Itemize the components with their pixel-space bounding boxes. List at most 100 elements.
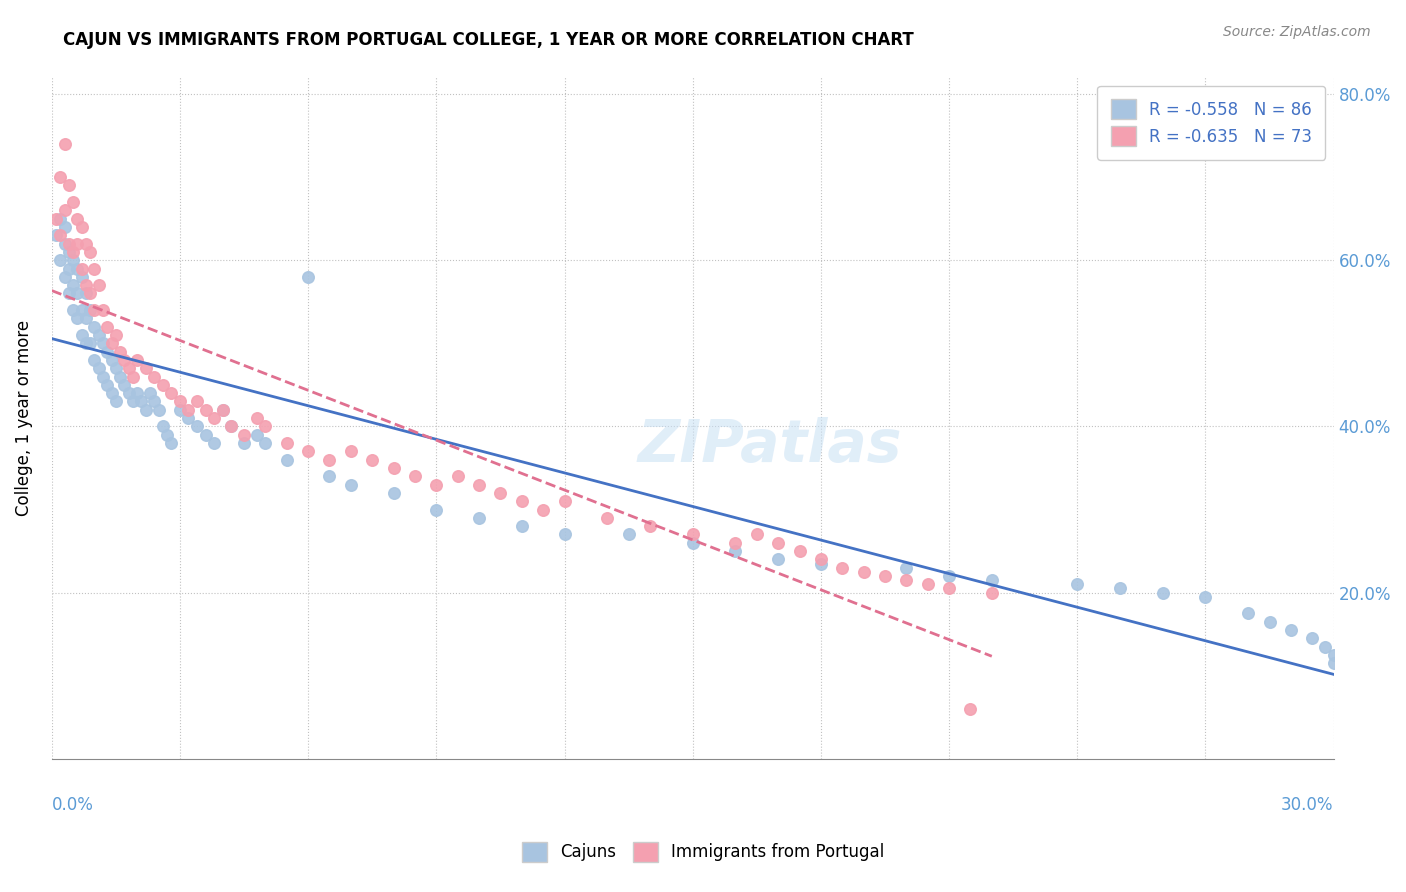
- Point: [122, 394, 145, 409]
- Point: [1152, 585, 1174, 599]
- Point: [53, 203, 76, 218]
- Point: [75, 286, 97, 301]
- Point: [766, 535, 789, 549]
- Point: [276, 436, 298, 450]
- Point: [447, 469, 470, 483]
- Point: [96, 319, 118, 334]
- Point: [83, 353, 105, 368]
- Point: [75, 336, 97, 351]
- Point: [959, 702, 981, 716]
- Point: [425, 502, 447, 516]
- Point: [1258, 615, 1281, 629]
- Point: [553, 527, 575, 541]
- Point: [202, 436, 225, 450]
- Point: [62, 303, 84, 318]
- Point: [66, 236, 89, 251]
- Point: [62, 278, 84, 293]
- Point: [254, 419, 277, 434]
- Point: [156, 427, 179, 442]
- Point: [62, 253, 84, 268]
- Point: [91, 303, 114, 318]
- Point: [425, 477, 447, 491]
- Point: [361, 452, 384, 467]
- Point: [724, 535, 747, 549]
- Point: [810, 552, 832, 566]
- Point: [617, 527, 640, 541]
- Point: [382, 486, 405, 500]
- Point: [177, 402, 200, 417]
- Point: [766, 552, 789, 566]
- Point: [211, 402, 233, 417]
- Point: [938, 569, 960, 583]
- Point: [246, 411, 269, 425]
- Point: [53, 219, 76, 234]
- Point: [104, 361, 127, 376]
- Point: [510, 519, 533, 533]
- Y-axis label: College, 1 year or more: College, 1 year or more: [15, 320, 32, 516]
- Point: [122, 369, 145, 384]
- Point: [75, 236, 97, 251]
- Point: [297, 444, 319, 458]
- Point: [596, 511, 619, 525]
- Point: [104, 394, 127, 409]
- Point: [152, 419, 174, 434]
- Point: [219, 419, 242, 434]
- Point: [135, 402, 157, 417]
- Point: [70, 219, 93, 234]
- Point: [896, 560, 918, 574]
- Point: [254, 436, 277, 450]
- Point: [1301, 632, 1323, 646]
- Point: [938, 582, 960, 596]
- Point: [276, 452, 298, 467]
- Point: [1066, 577, 1088, 591]
- Point: [194, 427, 217, 442]
- Point: [49, 170, 72, 185]
- Point: [169, 394, 191, 409]
- Point: [75, 278, 97, 293]
- Point: [980, 585, 1002, 599]
- Text: 0.0%: 0.0%: [52, 797, 94, 814]
- Point: [62, 244, 84, 259]
- Point: [70, 328, 93, 343]
- Point: [1237, 607, 1260, 621]
- Point: [143, 369, 166, 384]
- Point: [1109, 582, 1132, 596]
- Point: [131, 394, 153, 409]
- Point: [1323, 648, 1346, 662]
- Point: [489, 486, 512, 500]
- Point: [219, 419, 242, 434]
- Point: [152, 377, 174, 392]
- Point: [49, 211, 72, 226]
- Point: [112, 377, 135, 392]
- Point: [62, 195, 84, 210]
- Point: [233, 436, 256, 450]
- Point: [108, 344, 131, 359]
- Point: [53, 269, 76, 284]
- Point: [873, 569, 896, 583]
- Point: [118, 361, 141, 376]
- Point: [852, 565, 875, 579]
- Point: [66, 211, 89, 226]
- Point: [49, 228, 72, 243]
- Point: [83, 303, 105, 318]
- Point: [1194, 590, 1216, 604]
- Point: [724, 544, 747, 558]
- Point: [810, 557, 832, 571]
- Point: [79, 244, 101, 259]
- Point: [382, 461, 405, 475]
- Point: [139, 386, 162, 401]
- Point: [160, 436, 183, 450]
- Point: [49, 253, 72, 268]
- Point: [66, 261, 89, 276]
- Point: [404, 469, 426, 483]
- Point: [831, 560, 853, 574]
- Point: [70, 261, 93, 276]
- Point: [100, 336, 122, 351]
- Point: [896, 573, 918, 587]
- Point: [91, 336, 114, 351]
- Point: [917, 577, 939, 591]
- Point: [135, 361, 157, 376]
- Point: [340, 444, 363, 458]
- Point: [79, 286, 101, 301]
- Point: [66, 286, 89, 301]
